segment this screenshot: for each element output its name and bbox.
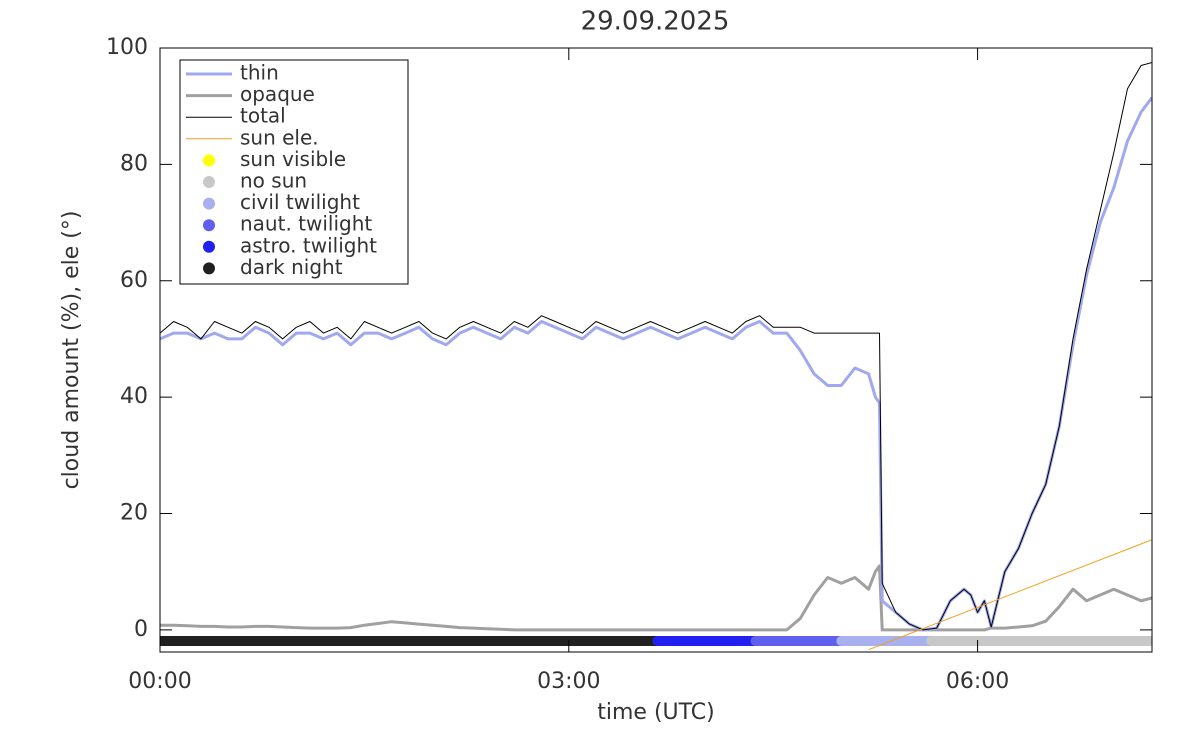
legend-label: opaque bbox=[240, 82, 315, 106]
legend-label: civil twilight bbox=[240, 190, 360, 214]
legend-label: naut. twilight bbox=[240, 212, 372, 236]
x-axis-label: time (UTC) bbox=[597, 700, 714, 725]
y-tick-label: 0 bbox=[134, 617, 148, 642]
legend-dot bbox=[203, 176, 215, 188]
series-line bbox=[160, 62, 1152, 631]
chart-title: 29.09.2025 bbox=[581, 7, 730, 37]
series-line bbox=[160, 564, 1152, 632]
legend-label: sun visible bbox=[240, 147, 346, 171]
legend-box bbox=[179, 59, 409, 285]
legend-dot bbox=[203, 154, 215, 167]
legend-label: total bbox=[240, 104, 286, 128]
plot-frame bbox=[159, 47, 1153, 653]
legend-label: sun ele. bbox=[240, 125, 319, 149]
series-line bbox=[868, 539, 1152, 651]
x-tick-label: 00:00 bbox=[128, 669, 191, 694]
y-tick-label: 60 bbox=[120, 268, 148, 293]
legend-dot bbox=[203, 262, 215, 275]
legend-dot bbox=[203, 197, 215, 210]
legend-dot bbox=[203, 240, 215, 253]
legend-label: astro. twilight bbox=[240, 233, 377, 257]
y-tick-label: 100 bbox=[106, 35, 148, 60]
y-tick-label: 20 bbox=[120, 501, 148, 526]
plot-area bbox=[160, 62, 1152, 651]
x-tick-label: 03:00 bbox=[537, 669, 600, 694]
legend-dot bbox=[203, 219, 215, 232]
y-tick-label: 80 bbox=[120, 151, 148, 176]
x-tick-label: 06:00 bbox=[946, 669, 1009, 694]
legend-label: dark night bbox=[240, 255, 343, 279]
y-axis-label: cloud amount (%), ele (°) bbox=[59, 211, 84, 490]
legend-label: no sun bbox=[240, 169, 307, 193]
legend-label: thin bbox=[240, 61, 279, 85]
y-tick-label: 40 bbox=[120, 384, 148, 409]
